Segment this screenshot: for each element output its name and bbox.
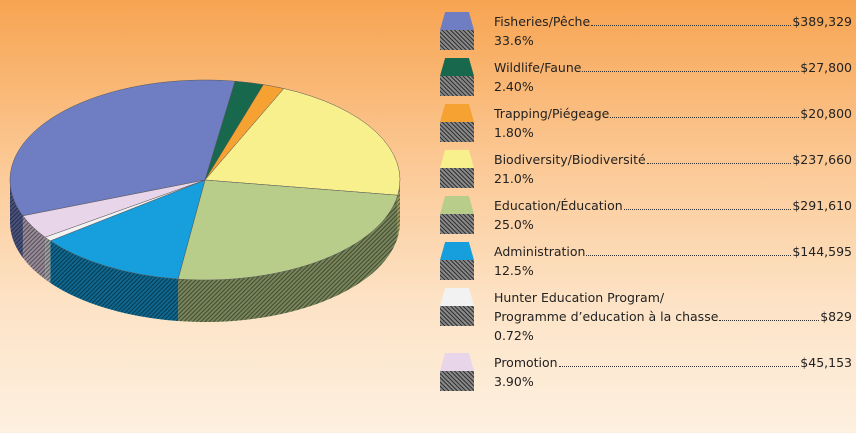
legend-line: Fisheries/Pêche $389,329 [494,12,852,31]
amount-label: $291,610 [792,196,852,215]
swatch-front [440,260,474,280]
legend-label: Hunter Education Program/ Programme d’ed… [494,288,718,326]
percent-label: 3.90% [494,372,852,391]
swatch-top [440,353,474,371]
amount-label: $237,660 [792,150,852,169]
swatch-front [440,30,474,50]
swatch-top [440,12,474,30]
swatch-top [440,150,474,168]
leader [591,25,791,26]
swatch-front [440,76,474,96]
swatch-top [440,196,474,214]
percent-label: 21.0% [494,169,852,188]
legend-swatch [440,196,474,234]
legend-swatch [440,150,474,188]
legend-item: Hunter Education Program/ Programme d’ed… [440,288,852,345]
legend-line: Trapping/Piégeage $20,800 [494,104,852,123]
amount-label: $45,153 [800,353,852,372]
legend-label: Promotion [494,353,558,372]
leader [624,209,792,210]
percent-label: 33.6% [494,31,852,50]
leader [719,320,819,321]
slice-side-shade [45,237,50,283]
legend-swatch [440,104,474,142]
legend-line: Hunter Education Program/ Programme d’ed… [494,288,852,326]
swatch-top [440,242,474,260]
pie-chart [0,0,430,433]
amount-label: $20,800 [800,104,852,123]
swatch-front [440,371,474,391]
leader [610,117,799,118]
swatch-front [440,168,474,188]
leader [647,163,792,164]
legend-swatch [440,288,474,326]
leader [586,255,791,256]
legend-swatch [440,58,474,96]
swatch-front [440,306,474,326]
leader [559,366,800,367]
legend-line: Promotion $45,153 [494,353,852,372]
legend-line: Biodiversity/Biodiversité $237,660 [494,150,852,169]
amount-label: $144,595 [792,242,852,261]
legend-swatch [440,242,474,280]
legend-swatch [440,12,474,50]
page: Fisheries/Pêche $389,32933.6% Wildlife/Fau… [0,0,856,433]
percent-label: 12.5% [494,261,852,280]
legend-label: Biodiversity/Biodiversité [494,150,646,169]
legend-label: Education/Éducation [494,196,623,215]
legend-line: Wildlife/Faune $27,800 [494,58,852,77]
swatch-top [440,288,474,306]
legend-label: Trapping/Piégeage [494,104,609,123]
swatch-front [440,122,474,142]
percent-label: 0.72% [494,326,852,345]
amount-label: $829 [820,307,852,326]
leader [582,71,799,72]
legend-text: Hunter Education Program/ Programme d’ed… [494,288,852,345]
legend-line: Education/Éducation $291,610 [494,196,852,215]
swatch-top [440,58,474,76]
percent-label: 25.0% [494,215,852,234]
percent-label: 2.40% [494,77,852,96]
amount-label: $27,800 [800,58,852,77]
swatch-top [440,104,474,122]
amount-label: $389,329 [792,12,852,31]
swatch-front [440,214,474,234]
legend-line: Administration $144,595 [494,242,852,261]
legend-label: Wildlife/Faune [494,58,581,77]
legend-label: Fisheries/Pêche [494,12,590,31]
legend-label: Administration [494,242,585,261]
legend-swatch [440,353,474,391]
percent-label: 1.80% [494,123,852,142]
